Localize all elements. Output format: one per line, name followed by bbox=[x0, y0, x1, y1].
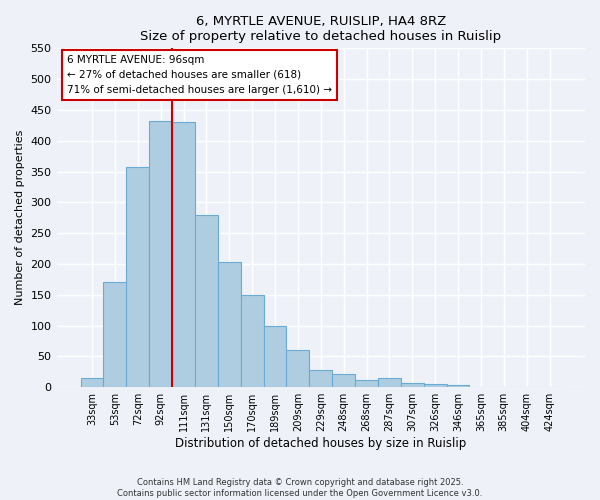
Bar bbox=[401, 383, 424, 387]
Text: Contains HM Land Registry data © Crown copyright and database right 2025.
Contai: Contains HM Land Registry data © Crown c… bbox=[118, 478, 482, 498]
Bar bbox=[80, 378, 103, 387]
Text: 6 MYRTLE AVENUE: 96sqm
← 27% of detached houses are smaller (618)
71% of semi-de: 6 MYRTLE AVENUE: 96sqm ← 27% of detached… bbox=[67, 55, 332, 94]
Bar bbox=[241, 295, 263, 387]
Bar bbox=[355, 380, 378, 387]
Bar bbox=[218, 262, 241, 387]
Bar bbox=[286, 350, 310, 387]
Bar bbox=[149, 121, 172, 387]
Bar bbox=[446, 386, 469, 387]
Bar bbox=[172, 122, 195, 387]
Title: 6, MYRTLE AVENUE, RUISLIP, HA4 8RZ
Size of property relative to detached houses : 6, MYRTLE AVENUE, RUISLIP, HA4 8RZ Size … bbox=[140, 15, 502, 43]
Bar bbox=[378, 378, 401, 387]
X-axis label: Distribution of detached houses by size in Ruislip: Distribution of detached houses by size … bbox=[175, 437, 466, 450]
Bar bbox=[493, 386, 515, 387]
Bar bbox=[127, 167, 149, 387]
Bar bbox=[424, 384, 446, 387]
Bar bbox=[469, 386, 493, 387]
Bar bbox=[310, 370, 332, 387]
Bar bbox=[263, 326, 286, 387]
Y-axis label: Number of detached properties: Number of detached properties bbox=[15, 130, 25, 306]
Bar bbox=[195, 214, 218, 387]
Bar bbox=[103, 282, 127, 387]
Bar bbox=[332, 374, 355, 387]
